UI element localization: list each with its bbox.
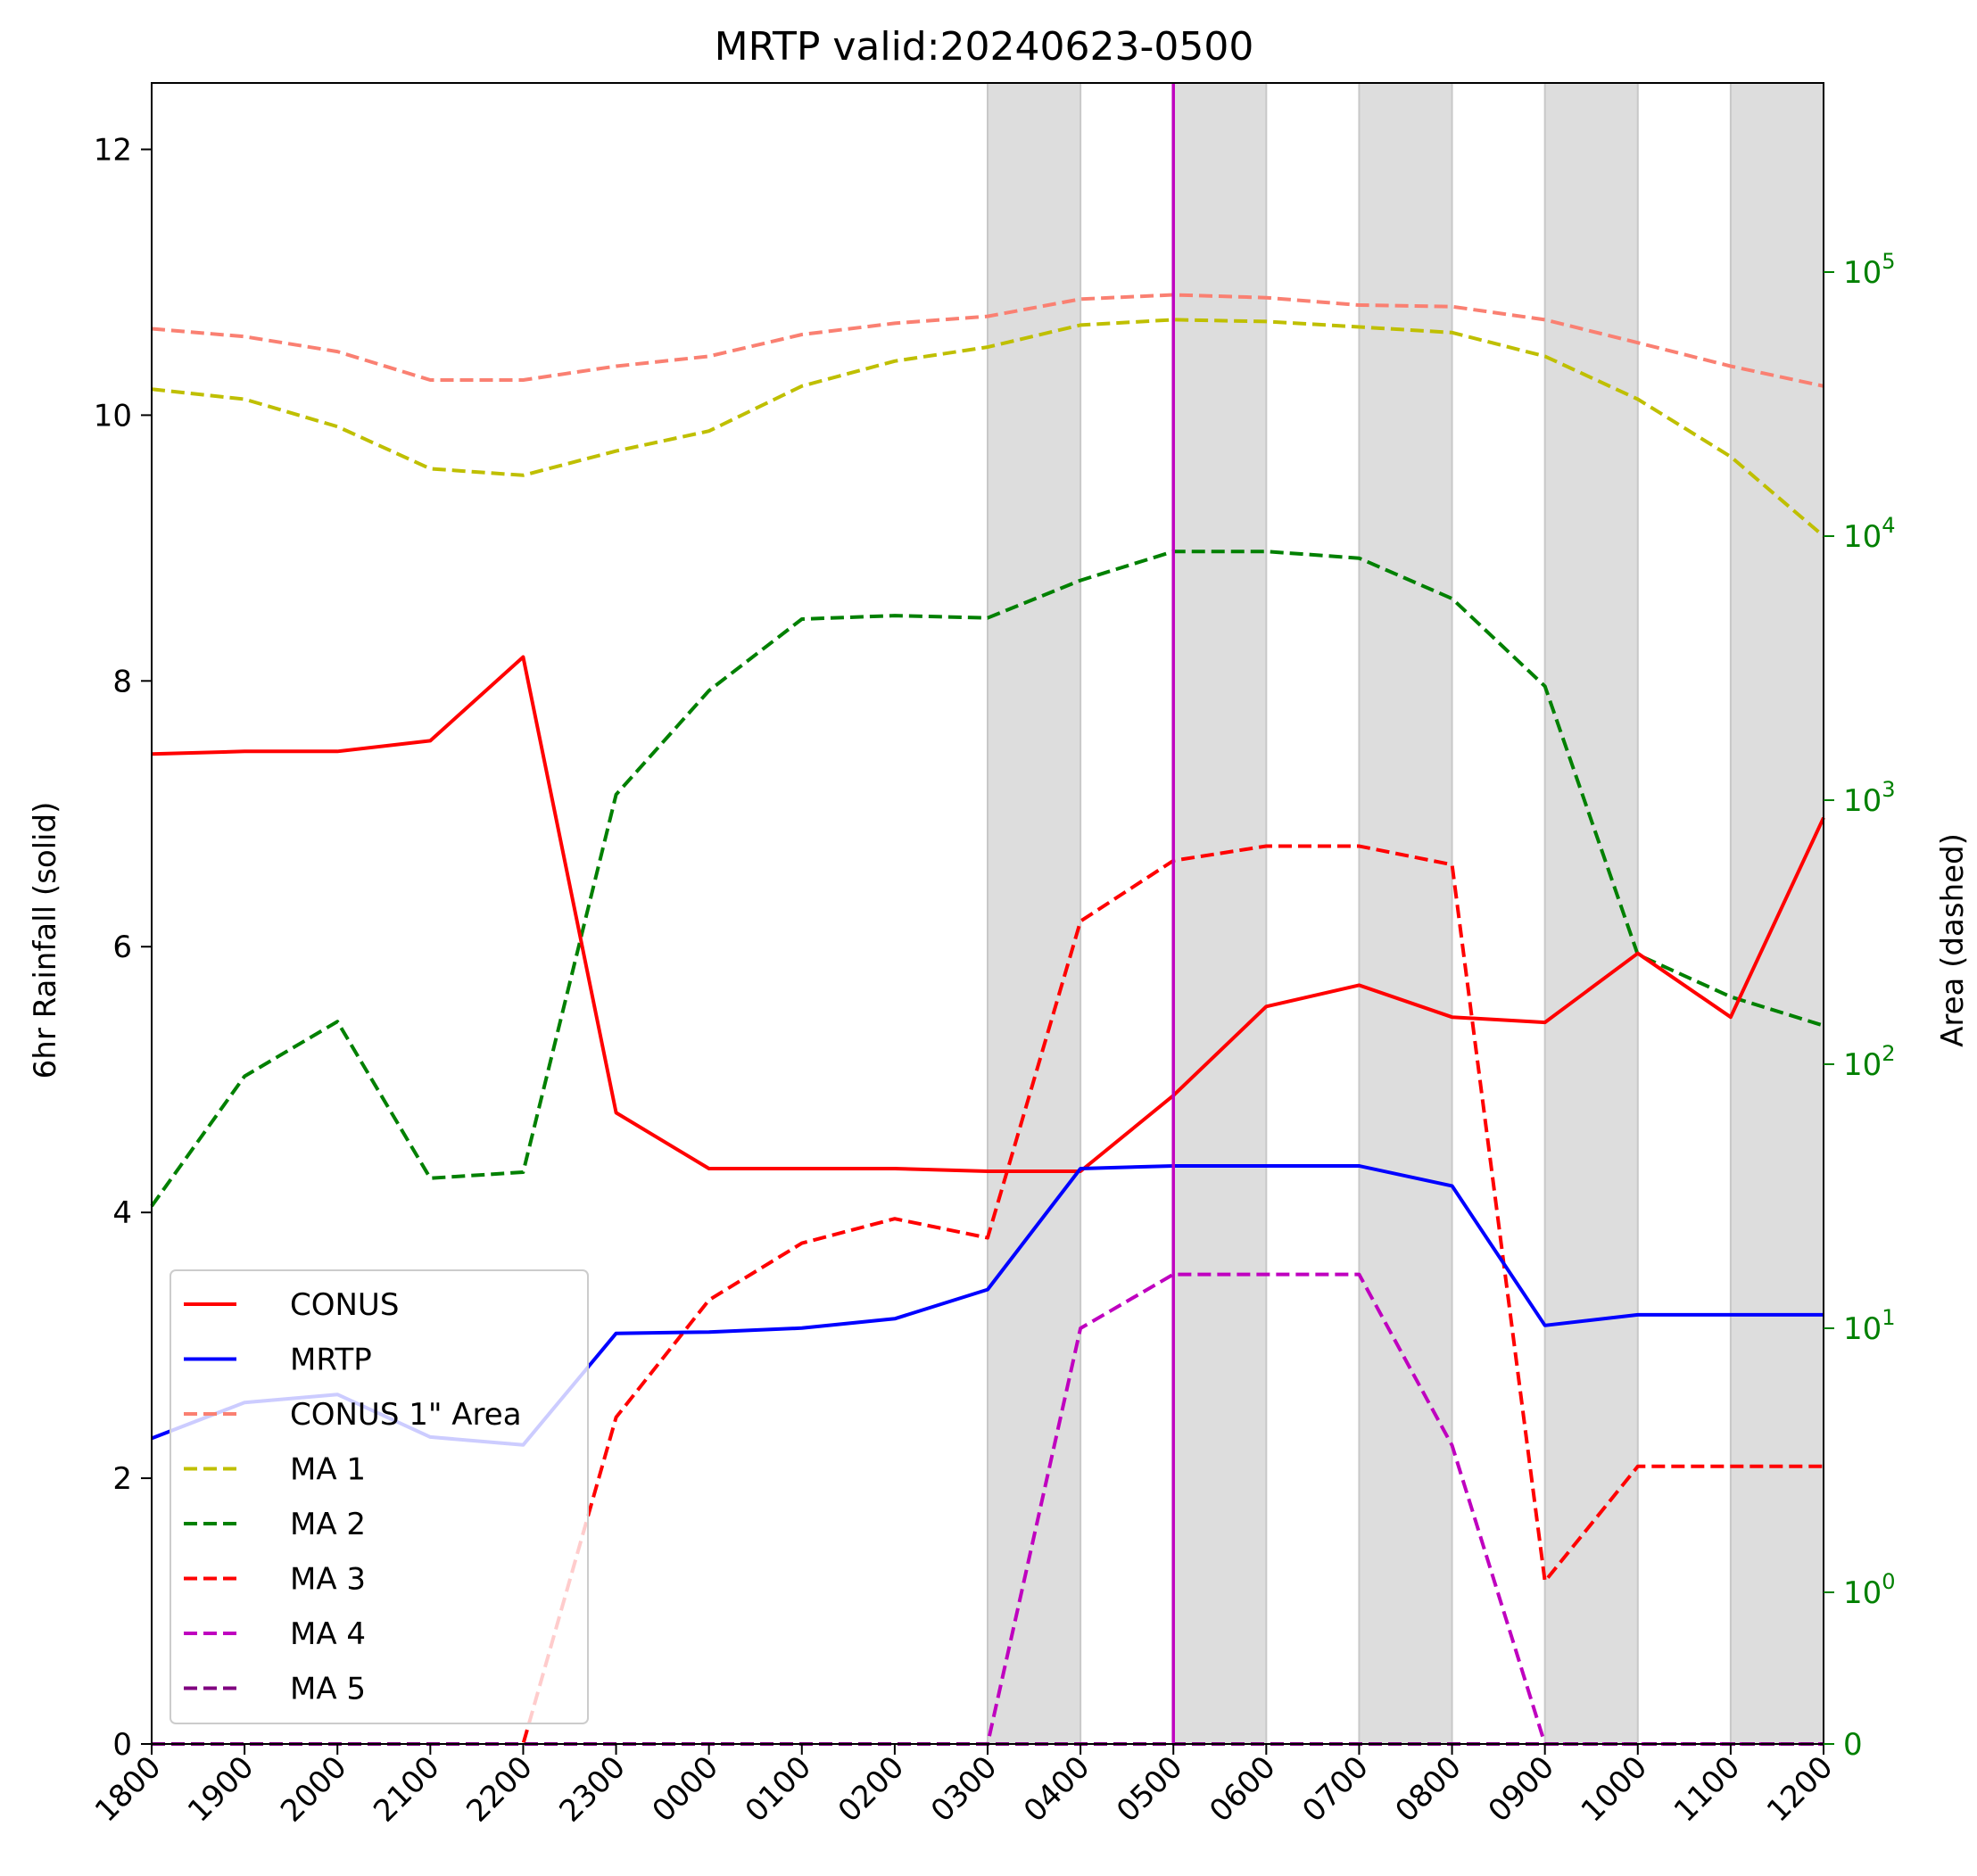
x-tick-label: 2100 bbox=[367, 1749, 446, 1829]
y2-tick-label: 101 bbox=[1843, 1305, 1896, 1347]
y2-tick-label: 102 bbox=[1843, 1041, 1896, 1083]
x-tick-label: 0300 bbox=[924, 1749, 1004, 1829]
y-tick-label: 8 bbox=[112, 664, 132, 699]
shaded-region bbox=[1358, 82, 1453, 1745]
y-tick-label: 0 bbox=[112, 1727, 132, 1763]
legend-label: MA 1 bbox=[290, 1452, 366, 1488]
x-tick-label: 1100 bbox=[1667, 1749, 1747, 1829]
x-tick-label: 0800 bbox=[1388, 1749, 1468, 1829]
legend-label: CONUS bbox=[290, 1287, 399, 1323]
x-tick-label: 2300 bbox=[552, 1749, 632, 1829]
x-tick-label: 0600 bbox=[1203, 1749, 1282, 1829]
y-tick-label: 10 bbox=[94, 398, 132, 434]
x-tick-label: 0400 bbox=[1017, 1749, 1096, 1829]
x-tick-label: 2000 bbox=[274, 1749, 353, 1829]
y2-axis-ticks: 0 100 101 102 103 104 105 bbox=[1824, 249, 1896, 1763]
legend-label: MA 5 bbox=[290, 1672, 366, 1707]
x-tick-label: 0200 bbox=[831, 1749, 911, 1829]
x-tick-label: 1200 bbox=[1760, 1749, 1840, 1829]
y2-tick-label: 104 bbox=[1843, 513, 1896, 555]
y-axis-label: 6hr Rainfall (solid) bbox=[28, 802, 63, 1079]
shaded-regions bbox=[987, 82, 1825, 1745]
legend-label: MA 4 bbox=[290, 1616, 366, 1652]
legend-label: CONUS 1" Area bbox=[290, 1397, 522, 1433]
x-tick-label: 0700 bbox=[1295, 1749, 1375, 1829]
legend-label: MRTP bbox=[290, 1343, 372, 1378]
y2-tick-label: 0 bbox=[1843, 1727, 1863, 1763]
y2-tick-label: 100 bbox=[1843, 1569, 1896, 1611]
x-tick-label: 2200 bbox=[459, 1749, 539, 1829]
series-line-ma-2 bbox=[150, 550, 1824, 1208]
series-line-conus bbox=[151, 655, 1825, 1173]
legend-label: MA 3 bbox=[290, 1562, 366, 1598]
y-tick-label: 6 bbox=[112, 930, 132, 965]
x-axis-ticks: 1800 1900 2000 2100 2200 2300 0000 0100 0200 0300… bbox=[88, 1744, 1840, 1830]
y2-tick-label: 105 bbox=[1843, 249, 1896, 291]
x-tick-label: 0500 bbox=[1110, 1749, 1189, 1829]
y-tick-label: 12 bbox=[94, 132, 132, 168]
y2-tick-label: 103 bbox=[1843, 777, 1896, 819]
series-line-ma-1 bbox=[151, 318, 1825, 538]
chart-title: MRTP valid:20240623-0500 bbox=[715, 24, 1254, 70]
y2-axis-label: Area (dashed) bbox=[1935, 833, 1971, 1047]
y-axis-ticks: 0 2 4 6 8 10 12 bbox=[94, 132, 152, 1763]
x-tick-label: 0100 bbox=[739, 1749, 818, 1829]
legend: CONUS MRTP CONUS 1" Area MA 1 MA 2 MA 3 MA 4 MA… bbox=[170, 1269, 589, 1724]
x-tick-label: 0900 bbox=[1482, 1749, 1561, 1829]
shaded-region bbox=[1172, 82, 1268, 1745]
shaded-region bbox=[987, 82, 1082, 1745]
x-tick-label: 1000 bbox=[1575, 1749, 1654, 1829]
y-tick-label: 2 bbox=[112, 1461, 132, 1497]
series-line-conus-1-area bbox=[151, 293, 1824, 388]
x-tick-label: 0000 bbox=[646, 1749, 725, 1829]
x-tick-label: 1900 bbox=[181, 1749, 261, 1829]
y-tick-label: 4 bbox=[112, 1195, 132, 1231]
legend-box bbox=[170, 1269, 589, 1724]
legend-label: MA 2 bbox=[290, 1507, 366, 1542]
